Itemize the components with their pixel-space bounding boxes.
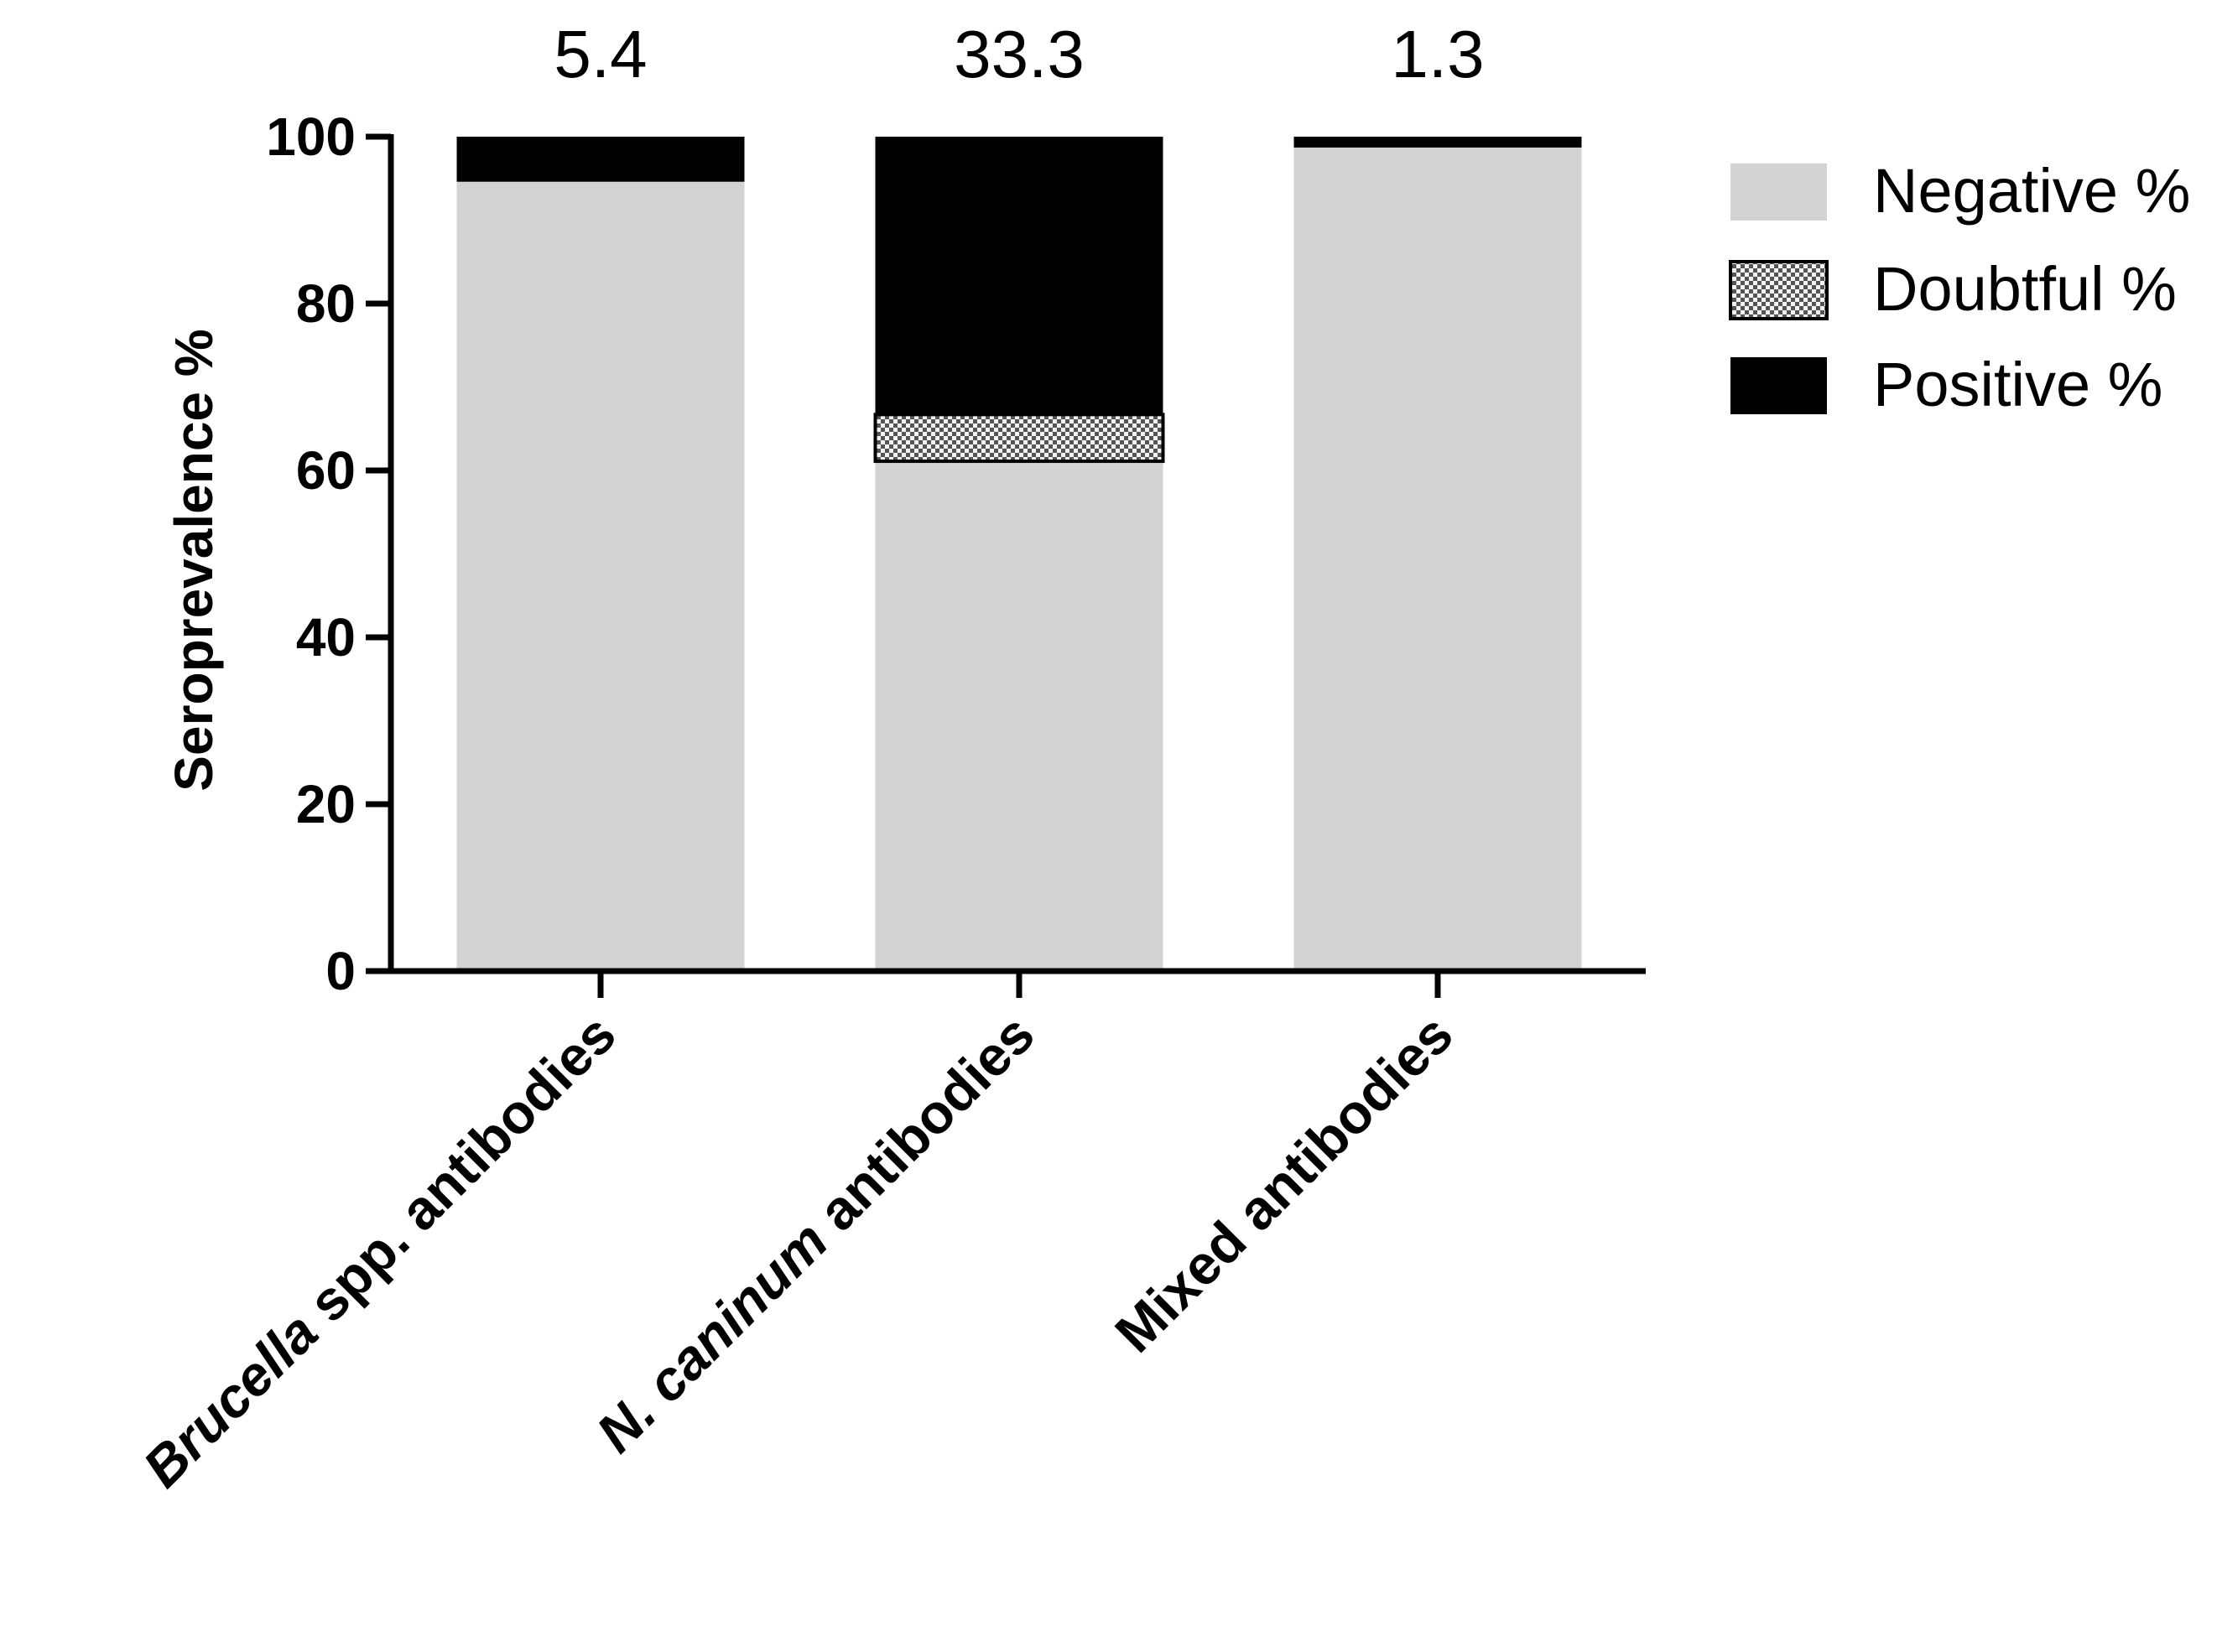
legend-swatch: [1730, 357, 1827, 414]
y-tick-label: 100: [266, 106, 356, 167]
legend-swatch: [1730, 164, 1827, 221]
annotations: 5.4 33.3 1.3: [554, 17, 1484, 91]
y-tick-label: 0: [325, 941, 356, 1001]
y-tick-label: 20: [296, 774, 356, 834]
y-axis: 0 20 40 60 80 100: [266, 106, 394, 1001]
x-category-label: Mixed antibodies: [1103, 1003, 1465, 1364]
legend-swatch: [1729, 260, 1829, 320]
y-tick-label: 40: [296, 607, 356, 668]
x-category-label: Brucella spp. antibodies: [131, 1003, 627, 1499]
legend-label: Negative %: [1873, 156, 2190, 226]
bar-segment-positive-2: [875, 137, 1163, 415]
bar-annotation: 5.4: [554, 17, 647, 91]
y-tick-label: 60: [296, 440, 356, 501]
legend-label: Doubtful %: [1873, 254, 2177, 324]
bar-segment-positive-1: [456, 137, 745, 182]
bar-segment-negative-2: [875, 461, 1163, 971]
legend-label: Positive %: [1873, 350, 2162, 419]
y-tick-label: 80: [296, 273, 356, 334]
legend: Negative % Doubtful % Positive %: [1729, 156, 2190, 419]
bar-segment-positive-3: [1293, 137, 1582, 148]
bar-segment-negative-3: [1293, 147, 1582, 971]
plot-area: [456, 137, 1582, 972]
bar-segment-negative-1: [456, 181, 745, 972]
bar-annotation: 1.3: [1391, 17, 1484, 91]
y-axis-label: Seroprevalence %: [164, 329, 224, 791]
bar-annotation: 33.3: [954, 17, 1085, 91]
bar-segment-doubtful-2: [873, 413, 1165, 464]
x-category-label: N. caninum antibodies: [585, 1003, 1046, 1464]
